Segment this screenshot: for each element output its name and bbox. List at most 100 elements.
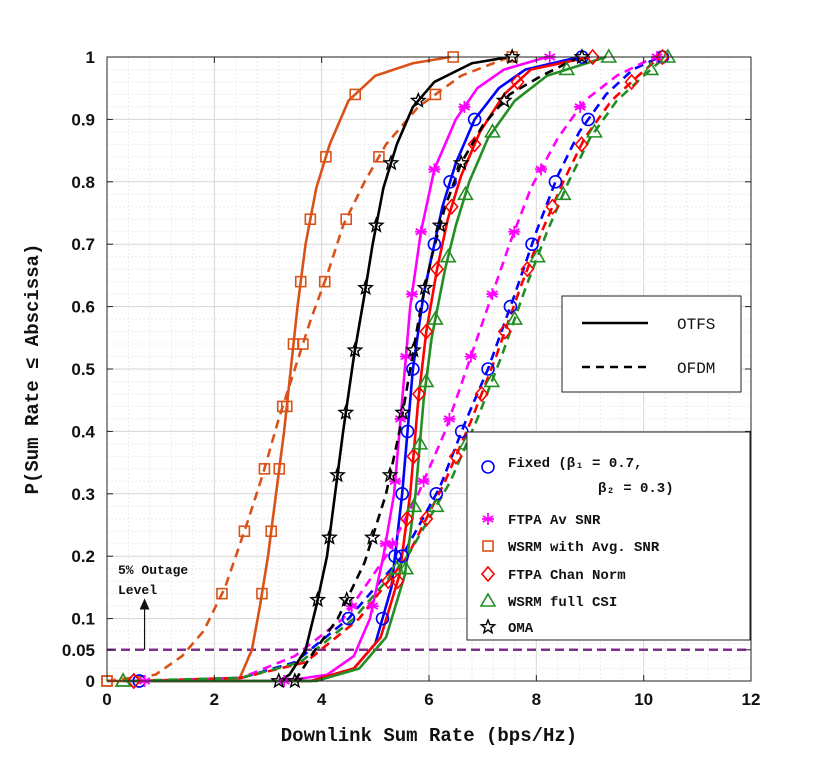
x-tick-label: 2 bbox=[210, 690, 219, 709]
outage-annotation: 5% Outage Level bbox=[118, 563, 188, 650]
y-tick-label: 0.05 bbox=[62, 641, 95, 660]
marker-fixed-otfs-shape bbox=[400, 424, 415, 439]
marker-wsrm-full-csi-ofdm-shape bbox=[554, 185, 572, 201]
marker-ftpa-chan-norm-ofdm bbox=[497, 323, 512, 340]
marker-wsrm-full-csi-ofdm bbox=[114, 672, 132, 687]
marker-wsrm-full-csi-otfs bbox=[484, 123, 501, 138]
marker-ftpa-av-snr-otfs-shape bbox=[406, 288, 419, 301]
marker-wsrm-full-csi-otfs-shape bbox=[397, 560, 415, 575]
marker-fixed-ofdm-shape bbox=[525, 237, 539, 251]
annotation-line-1: 5% Outage bbox=[118, 563, 188, 578]
marker-ftpa-av-snr-otfs bbox=[414, 225, 427, 238]
marker-fixed-otfs bbox=[388, 549, 402, 564]
marker-oma-otfs-shape bbox=[320, 528, 338, 545]
marker-wsrm-full-csi-otfs-shape bbox=[426, 310, 444, 325]
marker-wsrm-with-avg-snr-otfs bbox=[273, 463, 286, 475]
marker-ftpa-chan-norm-ofdm bbox=[574, 136, 589, 153]
marker-wsrm-full-csi-ofdm bbox=[427, 497, 445, 513]
marker-wsrm-full-csi-ofdm-shape bbox=[659, 48, 677, 63]
marker-wsrm-full-csi-otfs bbox=[426, 310, 444, 325]
marker-ftpa-av-snr-ofdm-shape bbox=[508, 225, 521, 238]
series-ftpa-av-snr-ofdm-line bbox=[144, 55, 655, 683]
marker-wsrm-full-csi-otfs bbox=[600, 48, 618, 63]
legend-label-ftpa-av-snr: FTPA Av SNR bbox=[508, 513, 601, 529]
marker-fixed-otfs-shape bbox=[467, 112, 482, 127]
marker-wsrm-with-avg-snr-ofdm-shape bbox=[258, 463, 271, 475]
x-tick-label: 10 bbox=[634, 690, 653, 709]
style-legend-box bbox=[561, 295, 742, 393]
marker-ftpa-chan-norm-otfs-shape bbox=[444, 198, 459, 215]
marker-oma-ofdm bbox=[286, 672, 304, 689]
marker-wsrm-full-csi-ofdm-shape bbox=[529, 248, 546, 263]
marker-legend: Fixed (β₁ = 0.7, β₂ = 0.3) FTPA Av SNR WSRM… bbox=[466, 431, 751, 641]
marker-oma-otfs-shape bbox=[382, 154, 400, 171]
series-oma-otfs-line bbox=[278, 55, 510, 683]
marker-fixed-otfs bbox=[406, 362, 420, 376]
marker-ftpa-av-snr-ofdm-shape bbox=[386, 537, 399, 550]
marker-fixed-ofdm bbox=[525, 237, 539, 251]
marker-oma-otfs-shape bbox=[337, 403, 355, 420]
marker-ftpa-chan-norm-otfs bbox=[429, 260, 445, 278]
marker-oma-otfs bbox=[337, 403, 355, 420]
marker-ftpa-av-snr-otfs bbox=[394, 412, 407, 425]
marker-ftpa-chan-norm-otfs bbox=[444, 198, 459, 215]
marker-oma-ofdm-shape bbox=[495, 91, 513, 108]
marker-ftpa-chan-norm-otfs-shape bbox=[399, 510, 414, 527]
marker-ftpa-chan-norm-ofdm-shape bbox=[655, 48, 670, 66]
series-ftpa-chan-norm-otfs-line bbox=[133, 55, 591, 683]
marker-wsrm-full-csi-ofdm bbox=[506, 310, 524, 325]
marker-ftpa-av-snr-ofdm bbox=[486, 288, 499, 301]
marker-ftpa-av-snr-ofdm-shape bbox=[417, 475, 430, 488]
marker-wsrm-with-avg-snr-ofdm bbox=[276, 400, 289, 413]
legend-label-fixed-line2: β₂ = 0.3) bbox=[598, 481, 674, 497]
marker-ftpa-av-snr-otfs-shape bbox=[414, 225, 427, 238]
marker-legend-items: Fixed (β₁ = 0.7, β₂ = 0.3) FTPA Av SNR WSRM… bbox=[479, 456, 674, 637]
marker-wsrm-with-avg-snr-otfs bbox=[256, 587, 268, 600]
legend-marker-wsrm-full-csi bbox=[479, 592, 497, 607]
marker-ftpa-av-snr-otfs bbox=[399, 350, 412, 363]
marker-wsrm-full-csi-otfs bbox=[411, 435, 429, 450]
marker-ftpa-av-snr-ofdm bbox=[386, 537, 399, 550]
marker-wsrm-with-avg-snr-ofdm-shape bbox=[297, 338, 309, 350]
marker-ftpa-chan-norm-ofdm bbox=[520, 260, 535, 278]
marker-ftpa-chan-norm-ofdm-shape bbox=[474, 385, 489, 403]
y-tick-label: 0.8 bbox=[71, 173, 95, 192]
marker-fixed-otfs-shape bbox=[375, 611, 390, 626]
marker-ftpa-av-snr-ofdm bbox=[508, 225, 521, 238]
marker-ftpa-av-snr-otfs-shape bbox=[458, 100, 471, 113]
marker-oma-ofdm bbox=[363, 528, 381, 545]
marker-ftpa-av-snr-otfs-shape bbox=[399, 350, 412, 363]
marker-oma-ofdm-shape bbox=[338, 590, 356, 608]
y-tick-label: 0.3 bbox=[71, 485, 95, 504]
marker-ftpa-chan-norm-ofdm bbox=[474, 385, 489, 403]
marker-ftpa-av-snr-ofdm-shape bbox=[486, 288, 499, 301]
marker-wsrm-with-avg-snr-otfs bbox=[265, 525, 278, 538]
annotation-line-2: Level bbox=[118, 583, 157, 598]
marker-wsrm-with-avg-snr-otfs-shape bbox=[294, 275, 307, 288]
marker-ftpa-av-snr-ofdm bbox=[443, 412, 456, 425]
marker-wsrm-full-csi-ofdm-shape bbox=[586, 123, 603, 138]
legend-marker-ftpa-chan-norm-shape bbox=[480, 565, 496, 583]
series-wsrm-with-avg-snr-otfs-line bbox=[107, 55, 451, 683]
marker-fixed-ofdm bbox=[503, 299, 518, 314]
marker-ftpa-chan-norm-otfs-shape bbox=[429, 260, 445, 278]
marker-fixed-otfs-shape bbox=[395, 486, 409, 501]
marker-ftpa-chan-norm-otfs-shape bbox=[467, 136, 482, 153]
marker-ftpa-chan-norm-otfs-shape bbox=[390, 572, 405, 590]
x-tick-label: 12 bbox=[742, 690, 761, 709]
marker-fixed-otfs bbox=[395, 486, 409, 501]
marker-wsrm-with-avg-snr-otfs bbox=[349, 88, 362, 101]
marker-fixed-otfs bbox=[375, 611, 390, 626]
marker-ftpa-av-snr-ofdm bbox=[535, 163, 548, 176]
marker-wsrm-full-csi-otfs-shape bbox=[558, 60, 576, 76]
marker-oma-ofdm-shape bbox=[452, 154, 470, 171]
marker-ftpa-chan-norm-ofdm-shape bbox=[545, 198, 560, 215]
annotation-arrow bbox=[139, 598, 150, 650]
marker-oma-ofdm bbox=[495, 91, 513, 108]
marker-ftpa-chan-norm-ofdm bbox=[381, 572, 396, 590]
marker-ftpa-av-snr-ofdm bbox=[574, 100, 587, 113]
marker-wsrm-full-csi-otfs-shape bbox=[417, 372, 435, 388]
marker-ftpa-chan-norm-otfs bbox=[467, 136, 482, 153]
marker-oma-otfs bbox=[367, 216, 385, 233]
